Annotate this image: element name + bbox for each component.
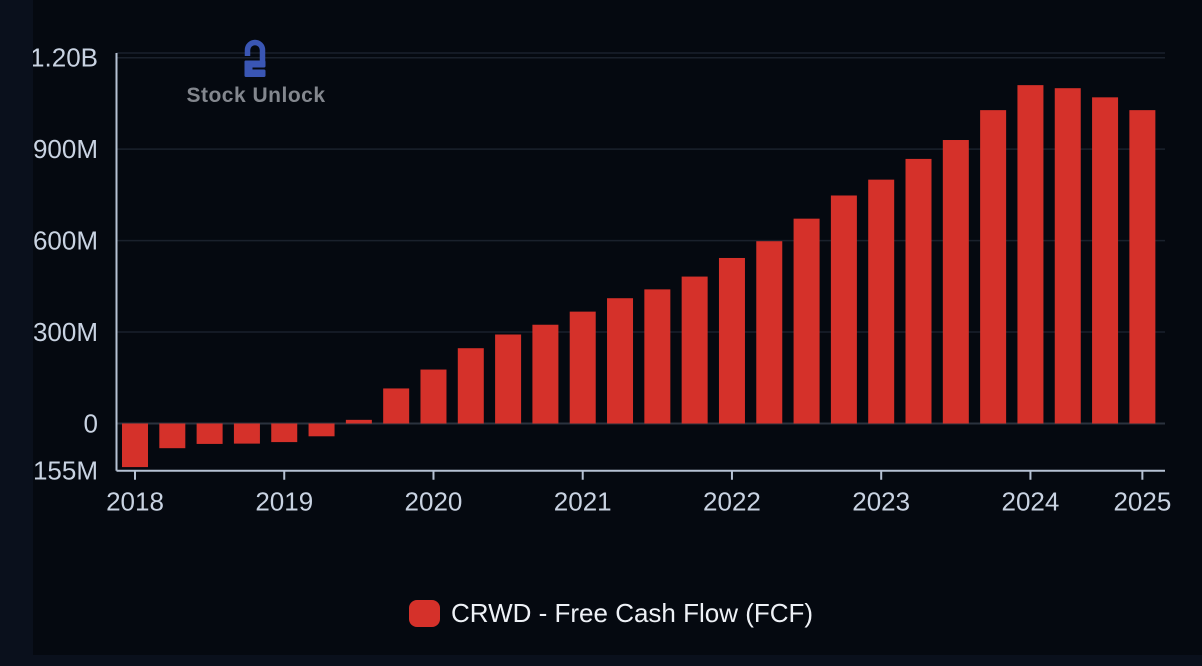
bar[interactable] <box>607 298 634 424</box>
y-axis-tick-label: 900M <box>33 134 98 164</box>
fcf-bar-chart: 1.20B 900M 600M 300M 0 155M 2018 2019 2020 2021 20… <box>33 43 1171 517</box>
y-axis-tick-label: 0 <box>84 409 98 439</box>
stock-unlock-logo-icon <box>244 39 266 77</box>
legend-label: CRWD - Free Cash Flow (FCF) <box>451 597 814 628</box>
bar[interactable] <box>569 311 596 424</box>
legend-item[interactable]: CRWD - Free Cash Flow (FCF) <box>409 597 813 629</box>
chart-card: 1.20B 900M 600M 300M 0 155M 2018 2019 2020 2021 20… <box>33 0 1202 655</box>
bar[interactable] <box>457 348 484 424</box>
bar[interactable] <box>233 423 260 444</box>
bar[interactable] <box>980 110 1007 424</box>
x-axis-tick-label: 2023 <box>852 487 910 517</box>
lock-body-bottom-bar <box>244 69 266 77</box>
x-axis-tick-label: 2022 <box>703 487 761 517</box>
x-axis-tick-label: 2025 <box>1113 487 1171 517</box>
bar[interactable] <box>122 423 148 468</box>
y-axis-tick-label: 600M <box>33 226 98 256</box>
bar[interactable] <box>756 241 783 424</box>
bar[interactable] <box>196 423 223 444</box>
bar[interactable] <box>1017 85 1044 424</box>
bar[interactable] <box>942 140 969 424</box>
bar[interactable] <box>905 158 932 424</box>
bar[interactable] <box>644 289 671 424</box>
bar[interactable] <box>868 179 895 424</box>
stock-unlock-brand-text: Stock Unlock <box>186 84 326 107</box>
bar[interactable] <box>1129 110 1156 424</box>
x-axis-tick-label: 2018 <box>106 487 164 517</box>
bar[interactable] <box>793 218 820 424</box>
bar[interactable] <box>532 324 559 424</box>
bar[interactable] <box>830 195 857 424</box>
x-axis-tick-label: 2021 <box>554 487 612 517</box>
lock-shackle <box>244 39 266 62</box>
y-axis-tick-label: 300M <box>33 317 98 347</box>
x-axis-tick-label: 2020 <box>405 487 463 517</box>
y-axis-tick-label: 155M <box>33 456 98 486</box>
bar[interactable] <box>1092 97 1119 424</box>
bar[interactable] <box>383 388 410 424</box>
y-axis-tick-label: 1.20B <box>33 43 98 73</box>
bar[interactable] <box>1054 88 1081 424</box>
bar[interactable] <box>345 419 372 424</box>
bar[interactable] <box>159 423 186 449</box>
bar[interactable] <box>681 276 708 424</box>
bar[interactable] <box>420 369 447 424</box>
bar[interactable] <box>271 423 298 443</box>
bar[interactable] <box>495 334 522 424</box>
bar[interactable] <box>308 423 335 437</box>
bar[interactable] <box>718 257 745 424</box>
legend-swatch <box>409 599 440 627</box>
x-axis-tick-label: 2019 <box>255 487 313 517</box>
x-axis-tick-label: 2024 <box>1002 487 1060 517</box>
